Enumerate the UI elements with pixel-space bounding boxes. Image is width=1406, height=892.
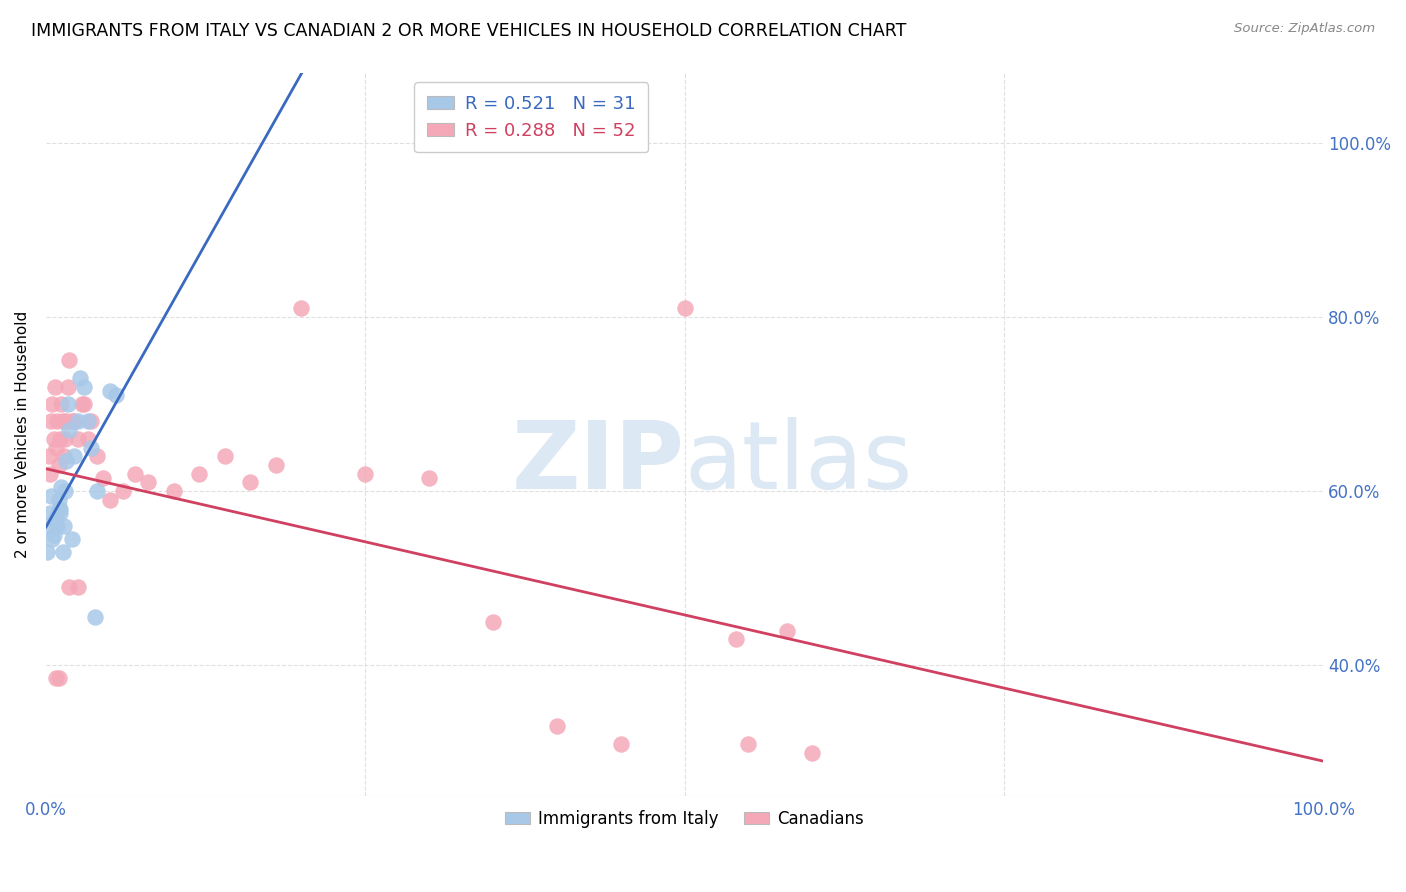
Point [79,441,101,455]
Point [79,414,101,428]
Legend: Immigrants from Italy, Canadians: Immigrants from Italy, Canadians [499,804,870,835]
Point [77,414,100,428]
Point [66,580,89,594]
Point [56,379,79,393]
Point [38,519,60,533]
Point [111,484,134,499]
Point [58,353,80,368]
Point [52,545,75,559]
Point [354,467,377,481]
Text: IMMIGRANTS FROM ITALY VS CANADIAN 2 OR MORE VEHICLES IN HOUSEHOLD CORRELATION CH: IMMIGRANTS FROM ITALY VS CANADIAN 2 OR M… [31,22,907,40]
Point [98,384,121,398]
Point [264,458,287,472]
Point [63,450,86,464]
Point [66,432,89,446]
Point [673,301,696,316]
Point [48,492,70,507]
Point [45,441,67,455]
Point [801,746,824,760]
Point [83,610,105,624]
Point [48,501,70,516]
Point [42,432,65,446]
Point [214,450,236,464]
Point [44,379,66,393]
Point [609,737,631,751]
Point [737,737,759,751]
Text: ZIP: ZIP [512,417,685,509]
Point [49,501,72,516]
Point [51,397,73,411]
Point [49,506,72,520]
Point [98,492,121,507]
Point [56,397,79,411]
Point [53,484,76,499]
Point [48,672,70,686]
Point [39,414,62,428]
Point [51,480,73,494]
Point [136,475,159,490]
Point [60,414,83,428]
Point [77,432,100,446]
Point [724,632,747,647]
Point [44,515,66,529]
Point [42,867,65,881]
Point [63,414,86,428]
Point [239,475,262,490]
Point [48,458,70,472]
Point [418,471,440,485]
Point [41,397,63,411]
Point [69,371,91,385]
Point [38,506,60,520]
Point [124,467,146,481]
Point [42,527,65,541]
Point [38,467,60,481]
Point [45,510,67,524]
Point [58,423,80,437]
Point [163,484,186,499]
Text: Source: ZipAtlas.com: Source: ZipAtlas.com [1234,22,1375,36]
Point [41,532,63,546]
Y-axis label: 2 or more Vehicles in Household: 2 or more Vehicles in Household [15,311,30,558]
Point [52,414,75,428]
Point [46,519,69,533]
Point [52,519,75,533]
Point [55,453,77,467]
Point [52,450,75,464]
Point [60,532,83,546]
Point [37,545,59,559]
Text: atlas: atlas [685,417,912,509]
Point [776,624,799,638]
Point [39,489,62,503]
Point [45,672,67,686]
Point [546,719,568,733]
Point [55,414,77,428]
Point [38,450,60,464]
Point [46,414,69,428]
Point [482,615,505,629]
Point [53,432,76,446]
Point [86,450,108,464]
Point [73,379,96,393]
Point [86,484,108,499]
Point [290,301,312,316]
Point [188,467,211,481]
Point [49,432,72,446]
Point [93,471,115,485]
Point [70,397,93,411]
Point [105,388,128,402]
Point [66,414,89,428]
Point [58,580,80,594]
Point [73,397,96,411]
